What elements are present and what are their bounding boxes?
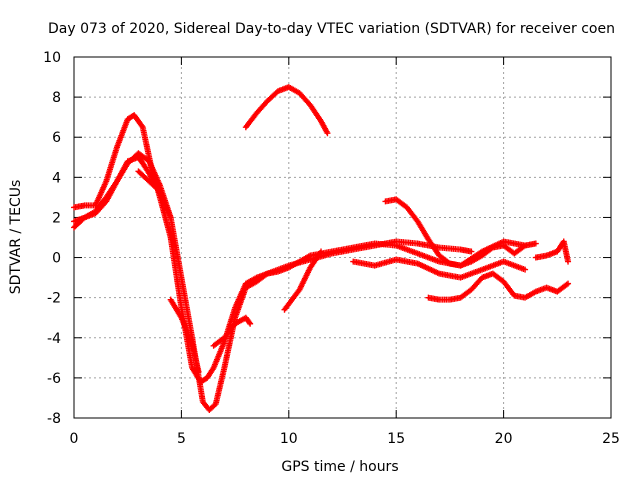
chart-title: Day 073 of 2020, Sidereal Day-to-day VTE… [48,21,615,37]
series-track-f [210,314,254,349]
data-points [71,84,572,413]
series-track-h [281,248,325,313]
data-point [247,320,254,327]
y-tick-label: 0 [52,251,61,267]
x-tick-label: 25 [602,431,620,447]
series-track-d [135,168,163,195]
x-axis-label: GPS time / hours [281,459,398,475]
data-point [155,187,162,194]
y-tick-label: 2 [52,210,61,226]
y-tick-label: 10 [43,50,61,66]
series-track-a [71,112,475,385]
series-track-c [71,154,174,225]
data-point [156,188,163,195]
data-point [167,214,174,221]
series-track-j [350,256,529,281]
x-tick-label: 15 [387,431,405,447]
series-track-e [167,296,202,375]
series-track-g [242,84,331,137]
tick-labels: 0 5 10 15 20 25 -8 -6 -4 -2 0 2 4 6 8 10 [43,50,620,447]
data-point [522,266,529,273]
series-track-i [382,196,539,269]
y-tick-label: 4 [52,170,61,186]
y-tick-label: -8 [47,411,61,427]
data-point [532,240,539,247]
data-point [565,258,572,265]
x-tick-label: 5 [177,431,186,447]
x-tick-label: 0 [70,431,79,447]
y-tick-label: -6 [47,371,61,387]
data-point [324,130,331,137]
data-point [246,319,253,326]
x-tick-label: 10 [280,431,298,447]
y-tick-label: -4 [47,331,61,347]
y-tick-label: -2 [47,291,61,307]
grid [74,57,611,418]
y-axis-label: SDTVAR / TECUs [8,180,24,295]
plot-frame [73,56,612,419]
y-tick-label: 8 [52,90,61,106]
data-point [195,368,202,375]
series-track-k [425,270,572,303]
series-track-b [71,150,529,413]
data-point [565,280,572,287]
y-tick-label: 6 [52,130,61,146]
axis-ticks [73,56,612,419]
data-point [468,248,475,255]
data-point [318,248,325,255]
series-track-l [532,238,572,265]
x-tick-label: 20 [495,431,513,447]
